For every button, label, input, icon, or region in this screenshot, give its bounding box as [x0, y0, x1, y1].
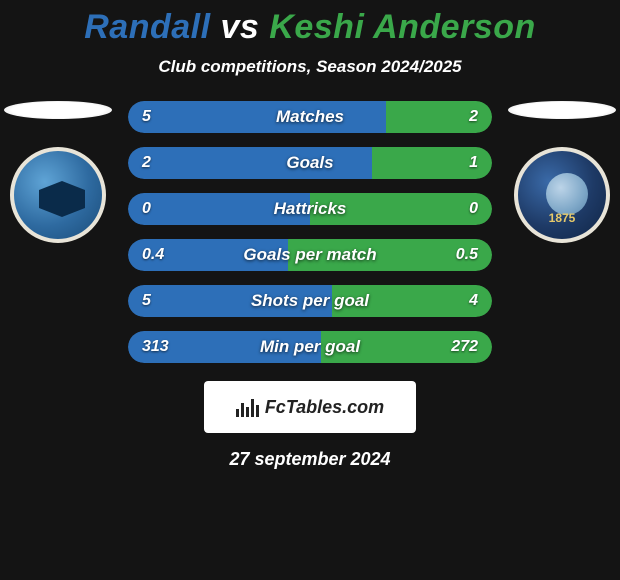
club-badge-left	[10, 147, 106, 243]
fctables-branding[interactable]: FcTables.com	[204, 381, 416, 433]
stat-row: 0.4Goals per match0.5	[128, 239, 492, 271]
player2-name: Keshi Anderson	[269, 8, 535, 46]
player1-silhouette	[4, 101, 112, 119]
stat-left-value: 313	[142, 338, 169, 356]
brand-bar	[246, 407, 249, 417]
page-title: Randall vs Keshi Anderson	[0, 8, 620, 47]
stat-right-value: 272	[451, 338, 478, 356]
stat-right-value: 1	[469, 154, 478, 172]
stat-left-value: 2	[142, 154, 151, 172]
stat-row: 5Matches2	[128, 101, 492, 133]
stat-right-value: 0.5	[456, 246, 478, 264]
vs-label: vs	[221, 8, 260, 46]
club-badge-right	[514, 147, 610, 243]
fctables-text: FcTables.com	[265, 397, 384, 418]
stat-fill-left	[128, 147, 372, 179]
stat-row: 0Hattricks0	[128, 193, 492, 225]
player-left-column	[4, 101, 112, 243]
brand-bar	[251, 399, 254, 417]
stat-right-value: 0	[469, 200, 478, 218]
stat-row: 2Goals1	[128, 147, 492, 179]
stat-right-value: 4	[469, 292, 478, 310]
stat-left-value: 5	[142, 108, 151, 126]
fctables-bars-icon	[236, 397, 259, 417]
brand-bar	[256, 405, 259, 417]
stat-left-value: 0	[142, 200, 151, 218]
stats-table: 5Matches2 2Goals1 0Hattricks0 0.4Goals per …	[128, 101, 492, 363]
stat-fill-left	[128, 193, 310, 225]
stat-right-value: 2	[469, 108, 478, 126]
brand-bar	[241, 403, 244, 417]
stat-fill-right	[310, 193, 492, 225]
player1-name: Randall	[84, 8, 210, 46]
content-row: 5Matches2 2Goals1 0Hattricks0 0.4Goals per …	[0, 101, 620, 363]
comparison-card: Randall vs Keshi Anderson Club competiti…	[0, 0, 620, 470]
stat-row: 313Min per goal272	[128, 331, 492, 363]
stat-left-value: 0.4	[142, 246, 164, 264]
brand-bar	[236, 409, 239, 417]
stat-row: 5Shots per goal4	[128, 285, 492, 317]
subtitle: Club competitions, Season 2024/2025	[0, 57, 620, 77]
stat-fill-left	[128, 101, 386, 133]
date-label: 27 september 2024	[0, 449, 620, 470]
stat-fill-right	[332, 285, 492, 317]
stat-left-value: 5	[142, 292, 151, 310]
stat-fill-left	[128, 285, 332, 317]
player2-silhouette	[508, 101, 616, 119]
player-right-column	[508, 101, 616, 243]
